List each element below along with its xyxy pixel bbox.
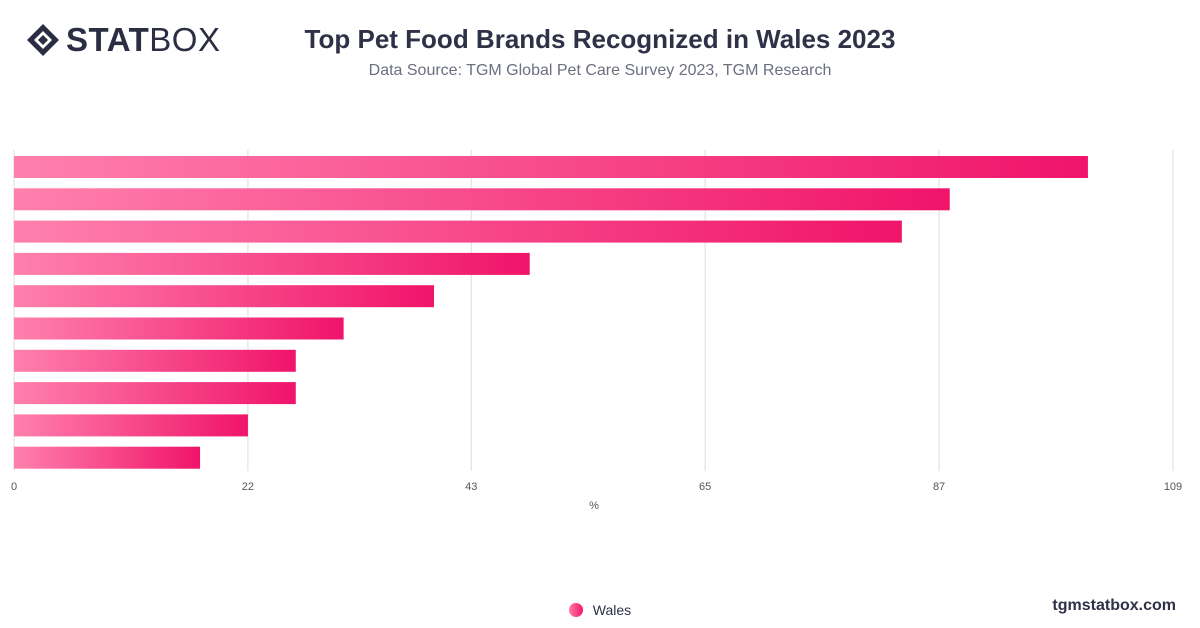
bar[interactable] xyxy=(14,382,296,405)
x-tick-label: 109 xyxy=(1164,481,1182,493)
x-axis-label: % xyxy=(589,500,599,512)
x-axis-ticks: 0 22 43 65 87 109 xyxy=(11,481,1182,493)
legend-marker xyxy=(568,603,583,617)
x-tick-label: 0 xyxy=(11,481,17,493)
bar[interactable] xyxy=(14,156,1088,178)
bar[interactable] xyxy=(14,414,248,437)
x-tick-label: 43 xyxy=(465,481,477,493)
statbox-logo: STATBOX xyxy=(26,22,220,58)
legend-label-wales: Wales xyxy=(592,602,632,618)
x-tick-label: 22 xyxy=(242,481,254,493)
legend[interactable]: Wales xyxy=(0,602,1200,618)
footer-site: tgmstatbox.com xyxy=(1052,597,1176,614)
chart-subtitle: Data Source: TGM Global Pet Care Survey … xyxy=(368,62,832,79)
bar[interactable] xyxy=(14,285,435,308)
x-tick-label: 87 xyxy=(933,481,945,493)
bars xyxy=(14,156,1088,469)
bar[interactable] xyxy=(14,317,344,340)
bar[interactable] xyxy=(14,188,950,211)
bar[interactable] xyxy=(14,252,530,275)
bar[interactable] xyxy=(14,349,296,372)
x-tick-label: 65 xyxy=(699,481,711,493)
bar[interactable] xyxy=(14,220,902,243)
bar[interactable] xyxy=(14,446,201,469)
logo-wordmark: STATBOX xyxy=(66,21,221,58)
chart-title: Top Pet Food Brands Recognized in Wales … xyxy=(304,24,896,54)
diamond-logo-icon xyxy=(27,24,59,56)
